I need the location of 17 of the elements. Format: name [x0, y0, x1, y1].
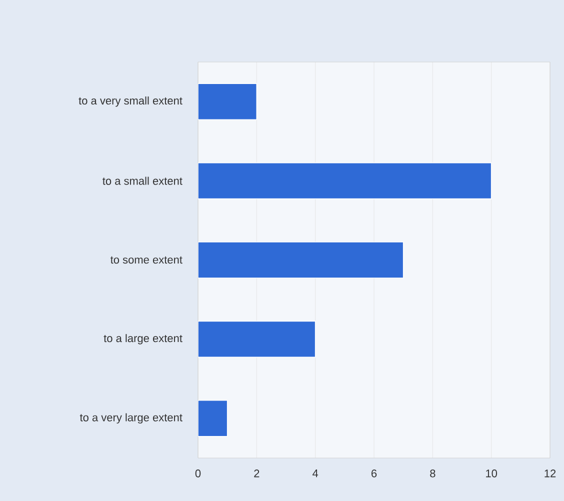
bar — [198, 400, 228, 437]
x-tick-label: 6 — [372, 470, 377, 478]
y-tick-label: to a small extent — [102, 176, 182, 185]
y-tick-label: to a very large extent — [80, 413, 182, 424]
bar — [198, 162, 492, 200]
bar — [198, 83, 258, 120]
bar — [198, 320, 316, 358]
y-tick-label: to a very small extent — [78, 96, 182, 107]
y-tick-label: to a large extent — [104, 334, 182, 344]
x-tick-label: 8 — [430, 470, 436, 478]
x-tick-label: 2 — [254, 470, 260, 478]
x-tick-label: 12 — [544, 470, 556, 478]
x-tick-label: 4 — [312, 470, 318, 478]
y-tick-label: to some extent — [110, 256, 182, 264]
x-tick-label: 0 — [195, 470, 201, 478]
x-tick-label: 10 — [486, 470, 498, 478]
bar — [198, 242, 404, 278]
